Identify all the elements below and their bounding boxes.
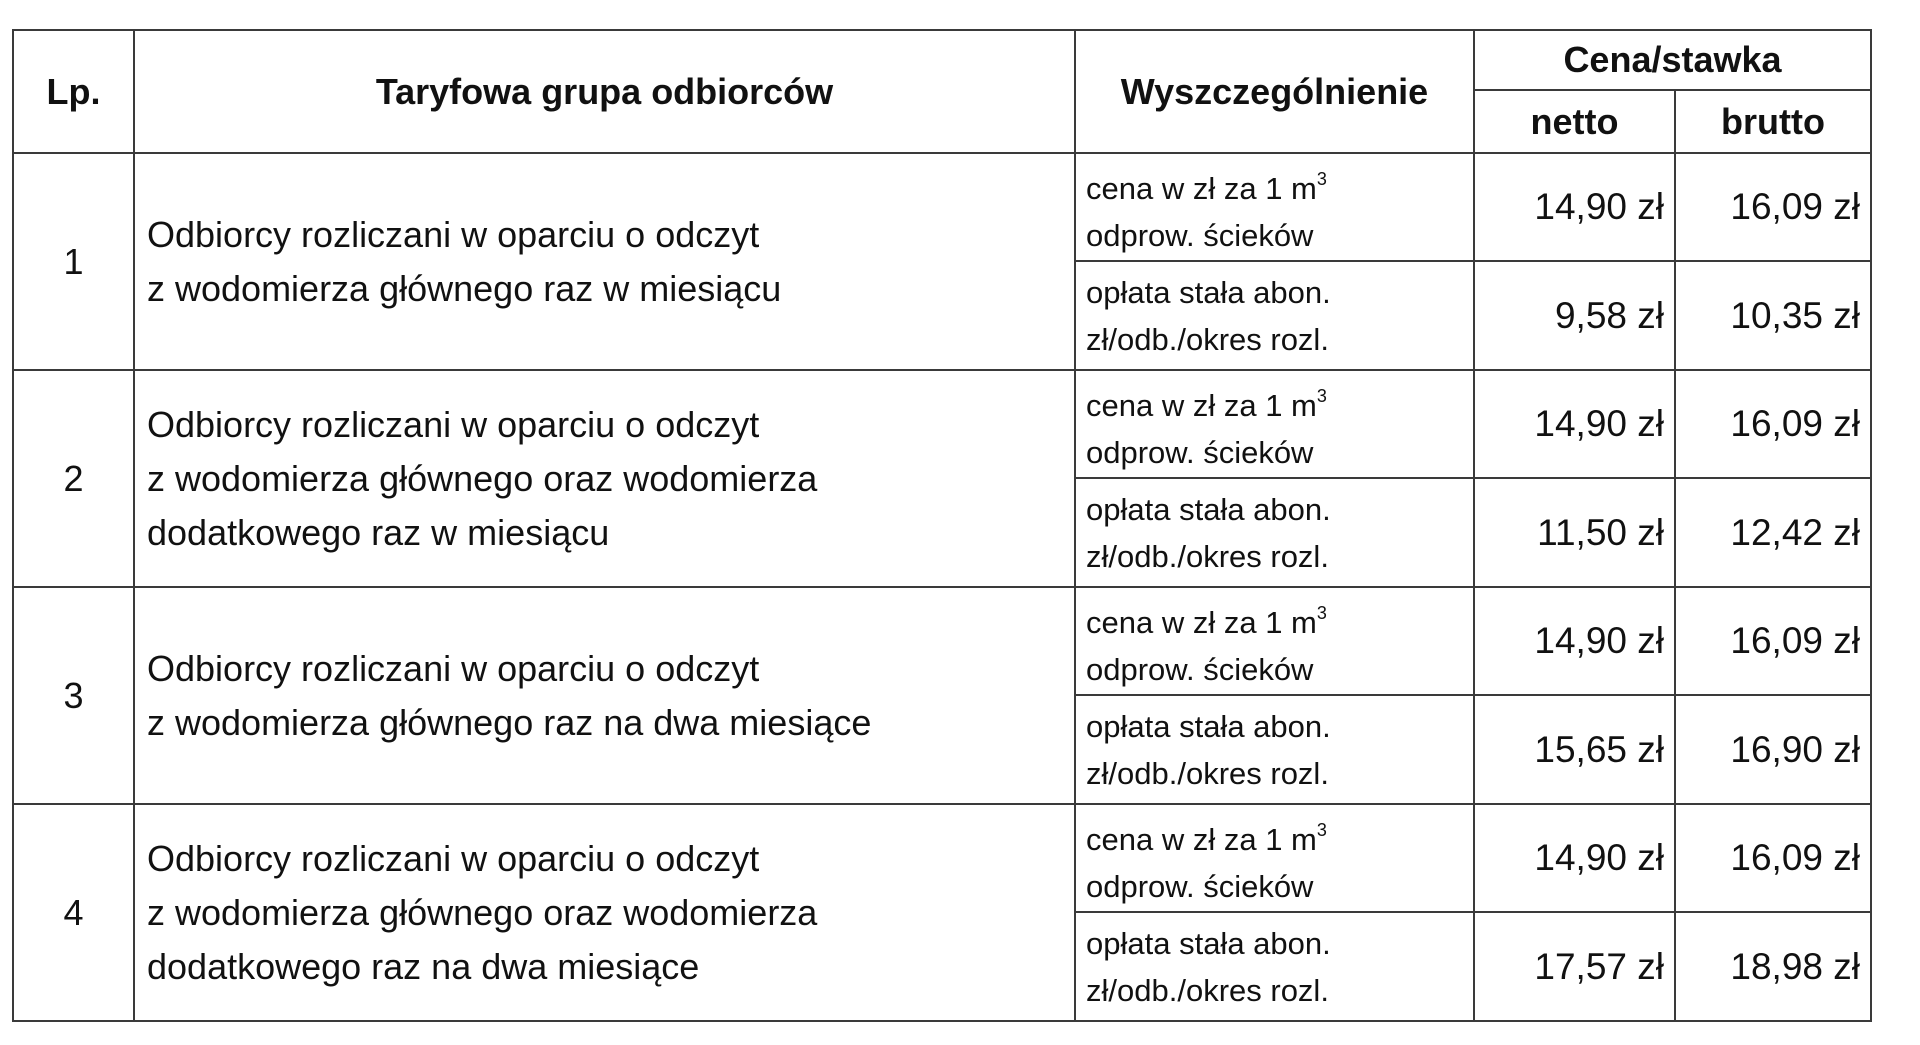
customer-group: Odbiorcy rozliczani w oparciu o odczyt z … bbox=[133, 369, 1076, 588]
header-group: Taryfowa grupa odbiorców bbox=[133, 29, 1076, 154]
header-gross: brutto bbox=[1674, 89, 1872, 154]
tariff-table: Lp. Taryfowa grupa odbiorców Wyszczególn… bbox=[12, 29, 1872, 1022]
header-net: netto bbox=[1473, 89, 1676, 154]
fee-net: 11,50 zł bbox=[1473, 477, 1676, 588]
price-net: 14,90 zł bbox=[1473, 369, 1676, 479]
price-label-2: odprow. ścieków bbox=[1086, 651, 1314, 687]
header-price: Cena/stawka bbox=[1473, 29, 1872, 91]
customer-group: Odbiorcy rozliczani w oparciu o odczyt z … bbox=[133, 803, 1076, 1022]
header-lp: Lp. bbox=[12, 29, 135, 154]
fee-description: opłata stała abon. zł/odb./okres rozl. bbox=[1074, 260, 1475, 371]
price-description: cena w zł za 1 m3 odprow. ścieków bbox=[1074, 586, 1475, 696]
price-gross: 16,09 zł bbox=[1674, 369, 1872, 479]
fee-description: opłata stała abon. zł/odb./okres rozl. bbox=[1074, 911, 1475, 1022]
price-unit-sup: 3 bbox=[1316, 385, 1327, 406]
fee-gross: 10,35 zł bbox=[1674, 260, 1872, 371]
price-unit-sup: 3 bbox=[1316, 602, 1327, 623]
group-line: z wodomierza głównego oraz wodomierza bbox=[147, 891, 818, 933]
row-number: 4 bbox=[12, 803, 135, 1022]
group-line: z wodomierza głównego raz w miesiącu bbox=[147, 267, 782, 309]
fee-label-2: zł/odb./okres rozl. bbox=[1086, 972, 1329, 1008]
group-line: z wodomierza głównego oraz wodomierza bbox=[147, 457, 818, 499]
price-label: cena w zł za 1 m bbox=[1086, 170, 1317, 206]
price-net: 14,90 zł bbox=[1473, 803, 1676, 913]
fee-gross: 12,42 zł bbox=[1674, 477, 1872, 588]
table-row: 2 Odbiorcy rozliczani w oparciu o odczyt… bbox=[12, 369, 1872, 588]
table-row: opłata stała abon. zł/odb./okres rozl. 1… bbox=[13, 911, 1872, 1022]
fee-gross: 18,98 zł bbox=[1674, 911, 1872, 1022]
price-description: cena w zł za 1 m3 odprow. ścieków bbox=[1074, 803, 1475, 913]
price-label-2: odprow. ścieków bbox=[1086, 217, 1314, 253]
price-gross: 16,09 zł bbox=[1674, 803, 1872, 913]
fee-label-2: zł/odb./okres rozl. bbox=[1086, 321, 1329, 357]
table-row: opłata stała abon. zł/odb./okres rozl. 1… bbox=[13, 694, 1872, 805]
price-unit-sup: 3 bbox=[1316, 168, 1327, 189]
group-line: Odbiorcy rozliczani w oparciu o odczyt bbox=[147, 403, 760, 445]
header-spec: Wyszczególnienie bbox=[1074, 29, 1475, 154]
group-line: dodatkowego raz na dwa miesiące bbox=[147, 945, 700, 987]
fee-net: 9,58 zł bbox=[1473, 260, 1676, 371]
price-label: cena w zł za 1 m bbox=[1086, 604, 1317, 640]
price-label: cena w zł za 1 m bbox=[1086, 387, 1317, 423]
fee-description: opłata stała abon. zł/odb./okres rozl. bbox=[1074, 477, 1475, 588]
fee-label: opłata stała abon. bbox=[1086, 708, 1331, 744]
group-line: Odbiorcy rozliczani w oparciu o odczyt bbox=[147, 837, 760, 879]
group-line: Odbiorcy rozliczani w oparciu o odczyt bbox=[147, 213, 760, 255]
price-label-2: odprow. ścieków bbox=[1086, 434, 1314, 470]
fee-label: opłata stała abon. bbox=[1086, 925, 1331, 961]
table-row: 4 Odbiorcy rozliczani w oparciu o odczyt… bbox=[12, 803, 1872, 1022]
price-net: 14,90 zł bbox=[1473, 586, 1676, 696]
price-gross: 16,09 zł bbox=[1674, 152, 1872, 262]
group-line: dodatkowego raz w miesiącu bbox=[147, 511, 610, 553]
customer-group: Odbiorcy rozliczani w oparciu o odczyt z … bbox=[133, 586, 1076, 805]
table-row: opłata stała abon. zł/odb./okres rozl. 1… bbox=[13, 477, 1872, 588]
fee-label-2: zł/odb./okres rozl. bbox=[1086, 755, 1329, 791]
price-unit-sup: 3 bbox=[1316, 819, 1327, 840]
fee-label: opłata stała abon. bbox=[1086, 274, 1331, 310]
group-line: Odbiorcy rozliczani w oparciu o odczyt bbox=[147, 647, 760, 689]
table-row: 1 Odbiorcy rozliczani w oparciu o odczyt… bbox=[12, 152, 1872, 371]
table-row: 3 Odbiorcy rozliczani w oparciu o odczyt… bbox=[12, 586, 1872, 805]
price-net: 14,90 zł bbox=[1473, 152, 1676, 262]
row-number: 1 bbox=[12, 152, 135, 371]
fee-label: opłata stała abon. bbox=[1086, 491, 1331, 527]
price-description: cena w zł za 1 m3 odprow. ścieków bbox=[1074, 369, 1475, 479]
price-label: cena w zł za 1 m bbox=[1086, 821, 1317, 857]
price-label-2: odprow. ścieków bbox=[1086, 868, 1314, 904]
group-line: z wodomierza głównego raz na dwa miesiąc… bbox=[147, 701, 872, 743]
price-description: cena w zł za 1 m3 odprow. ścieków bbox=[1074, 152, 1475, 262]
row-number: 2 bbox=[12, 369, 135, 588]
fee-description: opłata stała abon. zł/odb./okres rozl. bbox=[1074, 694, 1475, 805]
fee-net: 17,57 zł bbox=[1473, 911, 1676, 1022]
row-number: 3 bbox=[12, 586, 135, 805]
fee-gross: 16,90 zł bbox=[1674, 694, 1872, 805]
customer-group: Odbiorcy rozliczani w oparciu o odczyt z … bbox=[133, 152, 1076, 371]
fee-net: 15,65 zł bbox=[1473, 694, 1676, 805]
price-gross: 16,09 zł bbox=[1674, 586, 1872, 696]
table-row: opłata stała abon. zł/odb./okres rozl. 9… bbox=[13, 260, 1872, 371]
fee-label-2: zł/odb./okres rozl. bbox=[1086, 538, 1329, 574]
